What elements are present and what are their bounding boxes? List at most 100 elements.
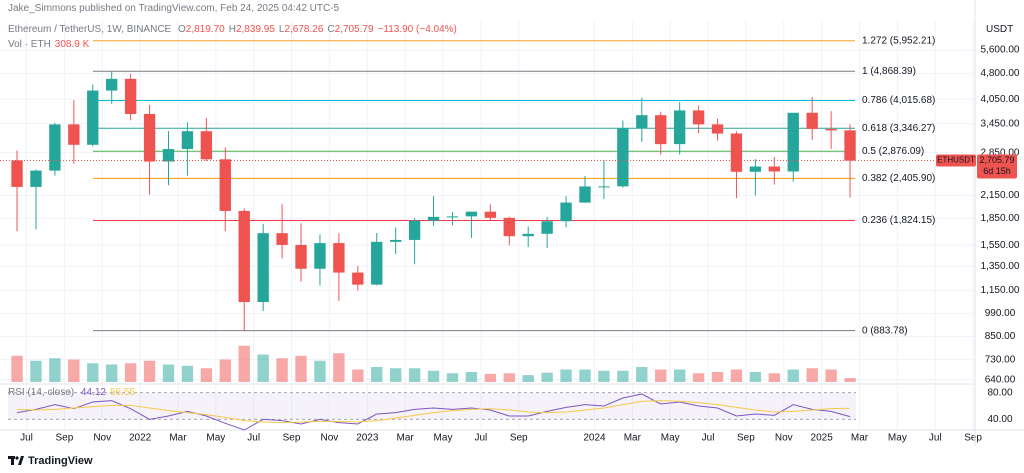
symbol-line: Ethereum / TetherUS, 1W, BINANCE O2,819.… — [8, 24, 461, 35]
x-tick-label: Nov — [93, 433, 111, 444]
y-tick-label: 990.00 — [985, 308, 1016, 319]
rsi-band — [8, 392, 856, 420]
volume-bar — [598, 370, 610, 382]
x-tick-label: May — [661, 433, 680, 444]
candle-body — [427, 216, 440, 221]
volume-line: Vol · ETH 308.9 K — [8, 39, 93, 50]
price-tag-symbol: ETHUSDT — [937, 156, 975, 165]
volume-bar — [162, 364, 175, 382]
y-tick-label: 3,450.00 — [981, 118, 1020, 129]
volume-bar — [68, 359, 80, 382]
volume-bar — [371, 367, 383, 382]
fib-label: 1 (4,868.39) — [862, 66, 916, 77]
candle-body — [257, 233, 269, 302]
rsi-line: RSI (14, close) 44.12 56.55 — [8, 387, 139, 398]
rsi-tick-label: 80.00 — [987, 387, 1012, 398]
volume-bar — [541, 372, 553, 382]
x-tick-label: 2025 — [811, 433, 834, 444]
volume-bar — [238, 345, 250, 382]
candle-body — [749, 166, 762, 172]
volume-bar — [617, 370, 629, 382]
x-tick-label: Nov — [321, 433, 339, 444]
ohlc-key: H — [228, 24, 236, 35]
candle-body — [636, 115, 648, 129]
candle-body — [655, 115, 667, 145]
footer: TradingView — [8, 455, 93, 467]
x-tick-label: Sep — [55, 433, 73, 444]
candle-body — [314, 243, 326, 269]
x-tick-label: Nov — [775, 433, 793, 444]
symbol: Ethereum / TetherUS, 1W, BINANCE — [8, 24, 172, 35]
volume-bar — [522, 375, 534, 382]
rsi-line — [17, 400, 851, 424]
y-tick-label: 5,600.00 — [981, 45, 1020, 56]
volume-bar — [806, 368, 818, 382]
rsi-line — [16, 393, 851, 431]
fib-label: 0.382 (2,405.90) — [862, 173, 935, 184]
volume-bar — [768, 373, 780, 382]
volume-bar — [143, 360, 156, 382]
volume-bar — [219, 359, 231, 382]
x-tick-label: May — [434, 433, 453, 444]
volume-bar — [314, 360, 326, 382]
rsi-value: 56.55 — [109, 387, 135, 398]
ohlc-value: 2,678.26 — [284, 24, 324, 35]
candle-body — [219, 159, 231, 211]
volume-bar — [49, 358, 61, 382]
volume-bar — [787, 369, 799, 382]
candle-body — [333, 243, 345, 273]
fib-label: 0.5 (2,876.09) — [862, 146, 924, 157]
candle-body — [617, 128, 629, 187]
volume-bar — [692, 373, 705, 382]
price-tag-value-box — [977, 154, 1017, 179]
price-tag-box — [936, 154, 976, 167]
volume-text: 308.9 K — [54, 39, 90, 50]
candle-body — [806, 112, 818, 129]
volume-bar — [749, 372, 762, 382]
candle-body — [408, 220, 421, 240]
y-tick-label: 850.00 — [985, 331, 1016, 342]
x-tick-label: Mar — [397, 433, 415, 444]
candle-body — [673, 110, 686, 145]
volume-bar — [352, 369, 364, 382]
x-tick-label: Jul — [929, 433, 942, 444]
candle-body — [238, 210, 250, 302]
published-line: Jake_Simmons published on TradingView.co… — [8, 3, 340, 14]
x-tick-label: Sep — [964, 433, 982, 444]
volume-title: Vol · ETH — [8, 39, 51, 50]
candle-body — [30, 170, 42, 187]
volume-bar — [825, 369, 837, 382]
volume-bar — [579, 369, 591, 382]
volume-bar — [87, 363, 99, 382]
volume-bar — [295, 355, 307, 382]
volume-bar — [730, 369, 743, 382]
fib-label: 1.272 (5,952.21) — [862, 35, 935, 46]
volume-bar — [560, 369, 572, 382]
candle-body — [276, 233, 288, 245]
volume-bar — [124, 363, 137, 382]
fib-label: 0.618 (3,346.27) — [862, 123, 935, 134]
x-tick-label: 2022 — [129, 433, 152, 444]
ohlc-value: 2,819.70 — [185, 24, 225, 35]
candle-body — [49, 124, 61, 171]
footer-text: TradingView — [28, 455, 93, 467]
candle-body — [106, 78, 118, 91]
currency: USDT — [986, 24, 1014, 35]
candle-body — [711, 124, 724, 134]
x-tick-label: Sep — [737, 433, 755, 444]
candle-body — [825, 128, 837, 131]
candle-body — [143, 113, 156, 162]
candle-body — [200, 131, 213, 160]
candle-body — [68, 124, 80, 145]
candle-body — [787, 112, 799, 172]
volume-bar — [11, 355, 23, 382]
price-tag-countdown: 6d 15h — [983, 166, 1011, 176]
x-tick-label: Jul — [247, 433, 260, 444]
y-tick-label: 4,050.00 — [981, 94, 1020, 105]
y-tick-label: 1,850.00 — [981, 213, 1020, 224]
ohlc-key: L — [278, 24, 285, 35]
ohlc-key: C — [327, 24, 335, 35]
y-tick-label: 1,150.00 — [981, 285, 1020, 296]
